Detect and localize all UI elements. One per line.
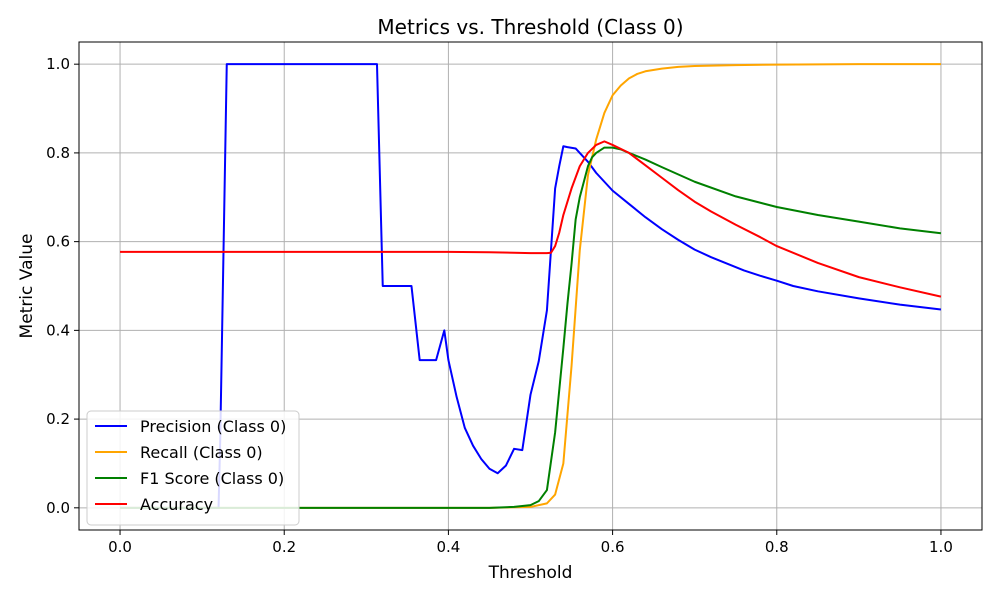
series-line-0 bbox=[120, 63, 942, 509]
y-tick-label: 0.2 bbox=[46, 410, 70, 428]
y-tick-label: 1.0 bbox=[46, 55, 70, 73]
plot-frame bbox=[78, 41, 983, 531]
series-line-2 bbox=[120, 146, 942, 509]
y-tick-label: 0.6 bbox=[46, 233, 70, 251]
x-tick-label: 0.2 bbox=[272, 538, 296, 556]
y-tick-label: 0.0 bbox=[46, 499, 70, 517]
legend-label: F1 Score (Class 0) bbox=[140, 469, 284, 488]
x-axis-label: Threshold bbox=[488, 563, 573, 583]
series-line-1 bbox=[120, 63, 941, 509]
chart-title: Metrics vs. Threshold (Class 0) bbox=[377, 15, 683, 39]
legend-label: Precision (Class 0) bbox=[140, 417, 286, 436]
legend-label: Accuracy bbox=[140, 495, 213, 514]
x-tick-label: 1.0 bbox=[929, 538, 953, 556]
legend: Precision (Class 0) Recall (Class 0) F1 Sc… bbox=[86, 410, 300, 526]
y-tick-label: 0.8 bbox=[46, 144, 70, 162]
x-tick-label: 0.8 bbox=[765, 538, 789, 556]
y-tick-label: 0.4 bbox=[46, 321, 70, 339]
y-axis-label: Metric Value bbox=[17, 234, 37, 339]
series-layer bbox=[120, 63, 942, 509]
x-tick-label: 0.4 bbox=[436, 538, 460, 556]
legend-label: Recall (Class 0) bbox=[140, 443, 263, 462]
legend-box bbox=[86, 410, 300, 526]
x-tick-label: 0.0 bbox=[108, 538, 132, 556]
series-line-3 bbox=[120, 140, 942, 298]
tick-layer: 0.0 0.2 0.4 0.6 0.8 1.0 0.0 0.2 0.4 0.6 0.8 1.0 bbox=[46, 55, 953, 556]
x-tick-label: 0.6 bbox=[601, 538, 625, 556]
